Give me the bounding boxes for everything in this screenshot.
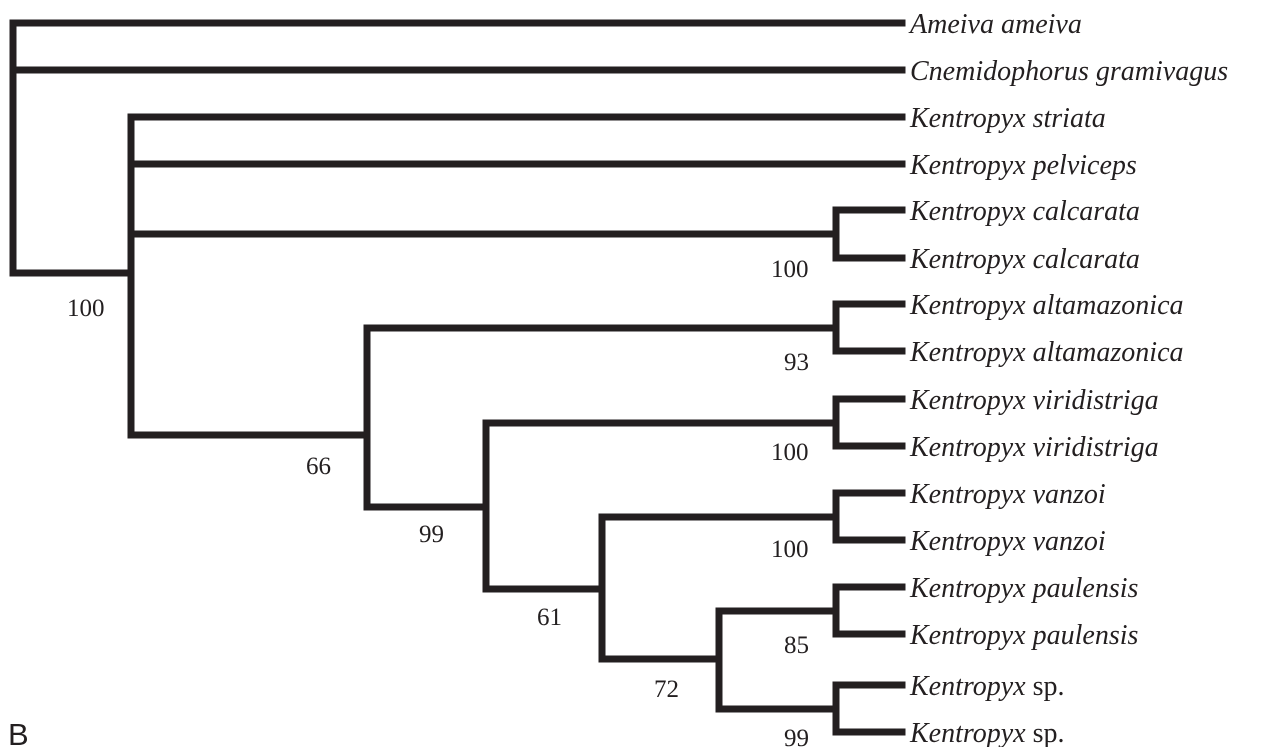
taxon-label: Ameiva ameiva bbox=[908, 9, 1082, 40]
taxon-label: Kentropyx sp. bbox=[909, 718, 1065, 747]
taxon-label: Kentropyx calcarata bbox=[909, 244, 1140, 275]
taxon-label: Kentropyx viridistriga bbox=[909, 385, 1159, 416]
support-value: 99 bbox=[784, 725, 809, 747]
taxon-label: Kentropyx paulensis bbox=[909, 573, 1138, 604]
taxon-label: Kentropyx vanzoi bbox=[909, 479, 1106, 510]
support-value: 66 bbox=[306, 453, 331, 480]
taxon-label: Kentropyx sp. bbox=[909, 671, 1065, 702]
taxon-label: Kentropyx altamazonica bbox=[909, 337, 1184, 368]
support-value: 85 bbox=[784, 632, 809, 659]
panel-label: B bbox=[8, 717, 29, 747]
taxon-label: Kentropyx calcarata bbox=[909, 196, 1140, 227]
tree-branches bbox=[9, 19, 906, 736]
taxon-labels: Ameiva ameiva Cnemidophorus gramivagus K… bbox=[908, 9, 1228, 747]
taxon-label: Kentropyx altamazonica bbox=[909, 290, 1184, 321]
support-value: 100 bbox=[771, 439, 809, 466]
taxon-label: Kentropyx pelviceps bbox=[909, 150, 1137, 181]
support-value: 100 bbox=[771, 256, 809, 283]
support-value: 72 bbox=[654, 676, 679, 703]
support-value: 100 bbox=[771, 536, 809, 563]
support-value: 61 bbox=[537, 604, 562, 631]
taxon-label: Kentropyx viridistriga bbox=[909, 432, 1159, 463]
support-values: 100 100 93 66 100 99 100 61 85 72 99 bbox=[67, 256, 809, 747]
taxon-label: Kentropyx paulensis bbox=[909, 620, 1138, 651]
taxon-label: Cnemidophorus gramivagus bbox=[910, 56, 1228, 87]
support-value: 93 bbox=[784, 349, 809, 376]
taxon-label: Kentropyx striata bbox=[909, 103, 1106, 134]
support-value: 100 bbox=[67, 295, 105, 322]
taxon-label: Kentropyx vanzoi bbox=[909, 526, 1106, 557]
support-value: 99 bbox=[419, 521, 444, 548]
